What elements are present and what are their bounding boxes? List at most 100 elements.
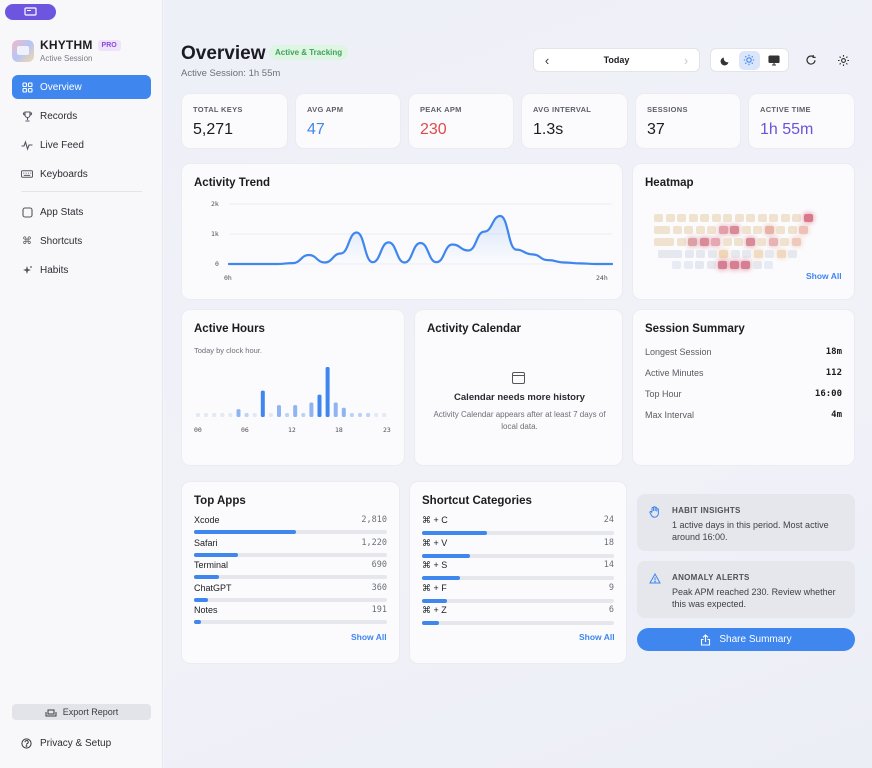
calendar-empty-body: Activity Calendar appears after at least… [433,410,606,431]
stat-card-avg-apm: AVG APM 47 [295,93,401,149]
monitor-icon[interactable] [763,51,784,70]
heatmap-key [799,226,808,234]
heatmap-key [780,238,789,246]
share-summary-button[interactable]: Share Summary [637,628,855,651]
heatmap-key [654,226,670,234]
stat-label: AVG APM [307,105,344,114]
heatmap-key [746,214,755,222]
stat-card-sessions: SESSIONS 37 [635,93,741,149]
activity-calendar-card: Activity Calendar Calendar needs more hi… [414,309,623,466]
list-item[interactable]: Safari 1,220 [194,538,387,557]
shortcuts-show-all-link[interactable]: Show All [579,632,615,642]
sidebar-item-habits[interactable]: Habits [12,258,151,282]
moon-icon[interactable] [715,51,736,70]
list-item[interactable]: Notes 191 [194,605,387,624]
list-item[interactable]: ⌘ + Z 6 [422,605,614,625]
date-label[interactable]: Today [603,55,630,65]
calendar-empty-heading: Calendar needs more history [454,392,585,403]
anomaly-alerts-panel: ANOMALY ALERTS Peak APM reached 230. Rev… [637,561,855,618]
sidebar-item-live-feed[interactable]: Live Feed [12,133,151,157]
sidebar-item-app-stats[interactable]: App Stats [12,200,151,224]
shortcut-count: 18 [603,538,614,548]
chevron-left-icon[interactable]: ‹ [544,52,550,68]
hour-bar [382,413,387,417]
sidebar-item-records[interactable]: Records [12,104,151,128]
app-logo [12,39,34,62]
progress-track [194,598,387,602]
progress-track [422,531,614,535]
shortcut-name: ⌘ + Z [422,605,447,615]
summary-value: 16:00 [814,389,842,399]
stat-label: ACTIVE TIME [760,105,811,114]
stat-value: 47 [307,121,325,138]
hour-tick: 00 [194,426,202,434]
hour-bar [349,413,354,417]
progress-track [194,620,387,624]
sun-icon[interactable] [738,50,760,70]
privacy-label: Privacy & Setup [40,738,112,749]
heatmap-key [776,226,785,234]
x-tick-end: 24h [596,274,608,282]
heatmap-key [688,238,697,246]
summary-row: Longest Session 18m [645,347,842,357]
list-item[interactable]: ⌘ + V 18 [422,538,614,558]
progress-track [194,530,387,534]
shortcut-name: ⌘ + V [422,538,448,548]
brand-subtitle: Active Session [40,54,93,63]
sidebar-item-overview[interactable]: Overview [12,75,151,99]
heatmap-key [745,238,755,246]
shortcut-count: 14 [603,560,614,570]
gear-icon[interactable] [834,51,852,69]
date-navigator: ‹ Today › [533,48,700,72]
heatmap-card: Heatmap Show All [632,163,855,300]
export-icon [45,709,57,717]
sidebar-item-label: Shortcuts [40,235,83,247]
activity-trend-chart: 2k 1k 0 0h 24h [211,200,614,282]
sidebar-item-label: Overview [40,81,82,93]
trend-area [229,216,612,264]
heatmap-key [730,226,739,234]
window-badge[interactable] [5,4,56,20]
list-item[interactable]: Terminal 690 [194,560,387,579]
list-item[interactable]: ⌘ + S 14 [422,560,614,580]
list-item[interactable]: ⌘ + C 24 [422,515,614,535]
app-name: ChatGPT [194,583,232,593]
list-item[interactable]: ⌘ + F 9 [422,583,614,603]
sidebar-item-label: App Stats [40,206,84,218]
hour-bar [317,394,322,417]
hour-bar [236,409,241,417]
hour-bar [204,413,209,417]
progress-track [422,621,614,625]
app-name: Xcode [194,515,220,525]
hour-bar [220,413,225,417]
summary-row: Active Minutes 112 [645,368,842,378]
y-tick-0: 0 [215,260,219,268]
stat-label: PEAK APM [420,105,462,114]
export-report-button[interactable]: Export Report [12,704,151,720]
privacy-setup-link[interactable]: Privacy & Setup [21,738,111,749]
card-title: Top Apps [194,495,246,507]
chevron-right-icon[interactable]: › [683,52,689,68]
list-item[interactable]: Xcode 2,810 [194,515,387,534]
heatmap-key [676,238,686,246]
shortcut-name: ⌘ + S [422,560,448,570]
list-item[interactable]: ChatGPT 360 [194,583,387,602]
question-icon [21,738,32,749]
heatmap-key [684,226,693,234]
app-count: 2,810 [361,515,387,525]
app-count: 1,220 [361,538,387,548]
summary-label: Longest Session [645,347,712,357]
heatmap-key [764,261,773,269]
stat-card-avg-interval: AVG INTERVAL 1.3s [521,93,628,149]
heatmap-key [723,214,732,222]
stat-value: 1h 55m [760,121,814,138]
top-apps-show-all-link[interactable]: Show All [351,632,387,642]
heatmap-key [741,226,751,234]
refresh-icon[interactable] [802,51,820,69]
trend-line [227,214,614,266]
stat-value: 5,271 [193,121,234,138]
sidebar-item-keyboards[interactable]: Keyboards [12,162,151,186]
sidebar-item-shortcuts[interactable]: ⌘ Shortcuts [12,229,151,253]
stat-value: 230 [420,121,447,138]
heatmap-show-all-link[interactable]: Show All [806,271,842,281]
